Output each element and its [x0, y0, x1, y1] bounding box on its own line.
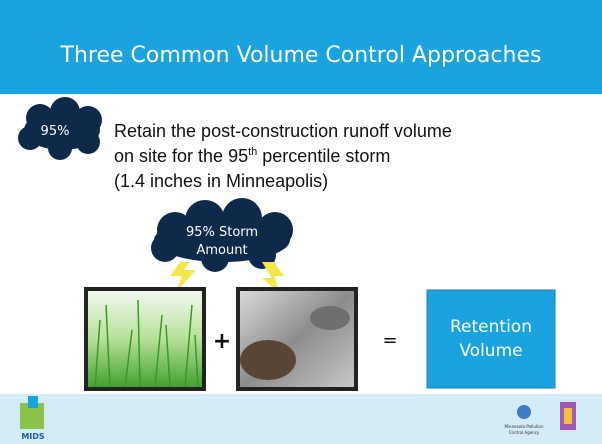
- mids-logo-accent: [28, 396, 38, 408]
- superscript: th: [248, 146, 257, 158]
- equals-sign: =: [382, 330, 397, 351]
- body-line: Retain the post-construction runoff volu…: [114, 121, 452, 141]
- state-logo-accent: [564, 408, 572, 424]
- cloud-label: 95% Storm: [186, 225, 258, 240]
- agency-logo: [517, 405, 531, 419]
- badge-label: 95%: [41, 124, 70, 139]
- rock-pile: [240, 340, 296, 380]
- mids-label: MIDS: [21, 432, 45, 441]
- body-text: on site for the 95: [114, 146, 248, 166]
- agency-label: Control Agency: [509, 430, 540, 435]
- footer-bar: [0, 394, 602, 444]
- agency-label: Minnesota Pollution: [504, 424, 544, 429]
- body-line: (1.4 inches in Minneapolis): [114, 171, 328, 191]
- result-box: [427, 290, 555, 388]
- page: Three Common Volume Control Approaches 9…: [0, 0, 602, 444]
- result-label: Volume: [459, 341, 522, 361]
- rock-shadow: [310, 306, 350, 330]
- body-text: percentile storm: [257, 146, 390, 166]
- slide: Three Common Volume Control Approaches 9…: [0, 0, 602, 444]
- cloud-label: Amount: [196, 243, 247, 258]
- slide-title: Three Common Volume Control Approaches: [60, 43, 542, 68]
- plus-sign: +: [213, 329, 231, 354]
- result-label: Retention: [450, 317, 532, 337]
